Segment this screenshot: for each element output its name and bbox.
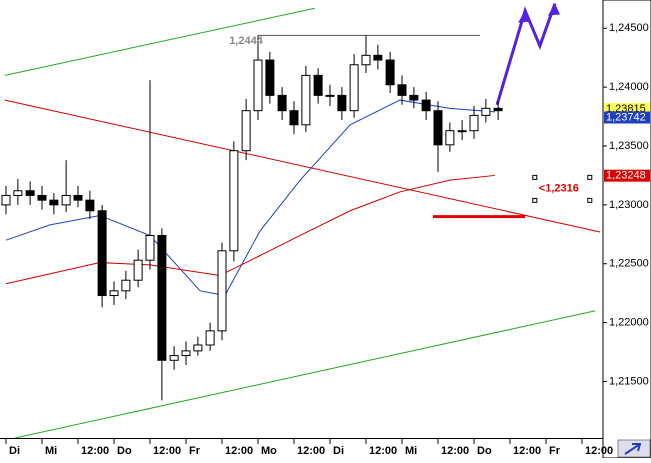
line [5, 99, 495, 297]
candle-body [85, 199, 95, 212]
candle-body [265, 59, 275, 96]
arrow-head [518, 10, 531, 23]
corner-icon [624, 443, 642, 455]
candle-body [109, 290, 119, 297]
line [495, 3, 557, 106]
arrow-head [548, 3, 561, 16]
candle-body [253, 59, 263, 112]
x-tick-label: 12:00 [153, 445, 181, 457]
handle [587, 197, 593, 203]
y-tick-label: 1,22000 [609, 317, 649, 329]
x-tick-label: Mo [261, 445, 277, 457]
plot [1, 3, 601, 438]
x-tick-label: 12:00 [225, 445, 253, 457]
candle-body [289, 110, 299, 126]
y-tick-label: 1,23500 [609, 140, 649, 152]
candle-body [217, 250, 227, 332]
candle-body [397, 84, 407, 96]
x-tick-label: Fr [189, 445, 201, 457]
candle-body [337, 94, 347, 112]
candle-body [433, 110, 443, 146]
y-tick-label: 1,21500 [609, 375, 649, 387]
y-tick-label: 1,23000 [609, 199, 649, 211]
x-tick-label: 12:00 [513, 445, 541, 457]
candle-body [145, 234, 155, 261]
y-tick-label: 1,24500 [609, 22, 649, 34]
candle-body [37, 194, 47, 201]
x-tick-label: 12:00 [297, 445, 325, 457]
handle [532, 197, 538, 203]
candle-body [49, 199, 59, 206]
candle-body [349, 64, 359, 112]
candle-body [193, 344, 203, 352]
line [4, 7, 315, 76]
annotation: <1,2316 [539, 182, 579, 194]
candle-body [61, 194, 71, 206]
price-axis [602, 0, 651, 459]
x-tick-label: 12:00 [369, 445, 397, 457]
candle-body [445, 130, 455, 146]
candle-body [385, 59, 395, 86]
candle-body [229, 150, 239, 252]
candle-body [25, 190, 35, 196]
candle-body [493, 107, 503, 112]
y-tick-label: 1,24000 [609, 81, 649, 93]
x-tick-label: 12:00 [585, 445, 613, 457]
candle-body [481, 107, 491, 116]
x-tick-label: Di [9, 445, 20, 457]
x-tick-label: Mi [45, 445, 57, 457]
candle-body [409, 94, 419, 101]
candle-body [133, 259, 143, 281]
line [14, 310, 596, 438]
handle [587, 174, 593, 180]
price-marker [604, 169, 650, 182]
line [4, 99, 601, 233]
candle-body [241, 110, 251, 152]
candle-body [157, 234, 167, 361]
candle-body [301, 74, 311, 126]
candle-body [181, 350, 191, 357]
price-marker-label: 1,23248 [606, 170, 646, 182]
price-marker-label: 1,23742 [606, 111, 646, 123]
candle-body [469, 114, 479, 132]
handle [532, 174, 538, 180]
line [5, 174, 495, 285]
candle-body [1, 194, 11, 206]
candle-body [121, 279, 131, 292]
x-tick-label: Mi [405, 445, 417, 457]
annotation: 1,2444 [229, 35, 264, 47]
x-tick-label: 12:00 [81, 445, 109, 457]
x-tick-label: Do [117, 445, 132, 457]
candle-body [325, 94, 335, 97]
candle-body [205, 330, 215, 346]
price-marker [604, 111, 650, 124]
candle-body [13, 190, 23, 196]
x-tick-label: Di [333, 445, 344, 457]
candle-body [169, 355, 179, 361]
candle-body [73, 194, 83, 201]
candle-body [313, 74, 323, 96]
candle-body [361, 54, 371, 66]
candle-body [457, 130, 467, 133]
candle-body [277, 94, 287, 112]
candle-body [97, 210, 107, 297]
x-tick-label: 12:00 [441, 445, 469, 457]
x-tick-label: Fr [549, 445, 561, 457]
candle-body [373, 54, 383, 61]
candle-body [421, 99, 431, 112]
y-tick-label: 1,22500 [609, 258, 649, 270]
x-tick-label: Do [477, 445, 492, 457]
